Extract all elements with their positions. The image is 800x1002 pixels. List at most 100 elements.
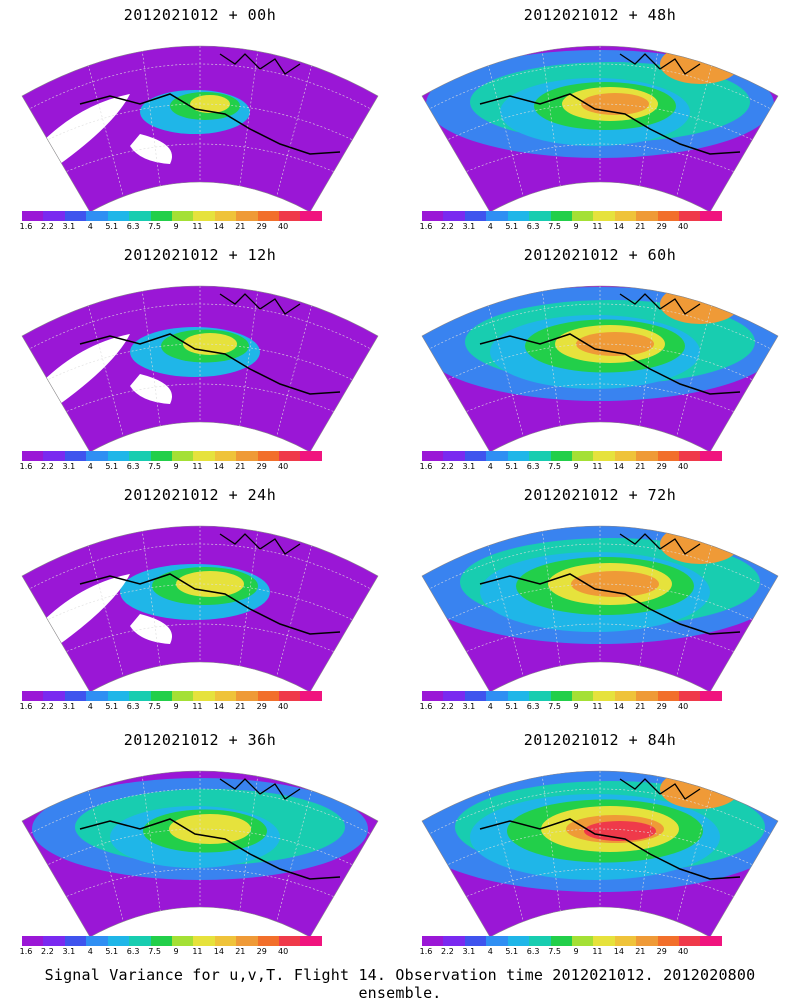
colorbar-swatch [443,211,465,221]
colorbar-swatch [43,451,65,461]
colorbar-swatch [64,936,87,946]
colorbar-tick-label: 5.1 [105,702,119,711]
colorbar-tick-label: 3.1 [462,947,476,956]
colorbar-tick-label: 3.1 [462,702,476,711]
graticule-line [671,286,721,452]
colorbar-tick-label: 6.3 [526,702,540,711]
colorbar-tick-label: 21 [635,702,646,711]
colorbar-tick-label: 5.1 [105,222,119,231]
colorbar-tick-label: 2.2 [41,947,54,956]
colorbar-tick-label: 1.6 [19,222,33,231]
colorbar-tick-label: 5.1 [505,702,519,711]
colorbar-swatch [593,211,615,221]
colorbar-tick-label: 5.1 [505,947,519,956]
colorbar-tick-label: 5.1 [505,222,519,231]
panel-60h: 2012021012 + 60h 1.6 2.2 3.1 4 5.1 6.3 7.5 9 11 1… [420,240,780,475]
colorbar-tick-label: 6.3 [526,947,540,956]
colorbar-swatch [257,451,280,461]
sector-outline [21,525,379,693]
colorbar-tick-label: 29 [656,947,667,956]
coastline [219,778,301,800]
panel-title: 2012021012 + 00h [123,6,277,24]
colorbar-swatch [279,691,301,701]
colorbar-swatch [486,691,508,701]
colorbar: 1.6 2.2 3.1 4 5.1 6.3 7.5 9 11 14 21 29 40 [419,936,722,958]
colorbar-swatch [614,211,637,221]
sector-outline [421,525,779,693]
colorbar-swatch [529,691,551,701]
colorbar-swatch [700,451,722,461]
colorbar-swatches [22,211,322,221]
colorbar-tick-label: 4 [487,947,493,956]
colorbar-tick-label: 4 [87,462,93,471]
colorbar-swatch [593,936,615,946]
colorbar: 1.6 2.2 3.1 4 5.1 6.3 7.5 9 11 14 21 29 40 [20,936,322,958]
field-contour [169,814,251,844]
colorbar-swatch [571,211,594,221]
colorbar-swatch [636,691,658,701]
sector-outline [21,45,379,213]
colorbar-swatch [236,936,258,946]
colorbar-tick-label: 2.2 [41,222,54,231]
colorbar-swatch [486,451,508,461]
colorbar-swatch [571,691,594,701]
colorbar-swatch [43,211,65,221]
colorbar-swatch [129,451,151,461]
panel-title: 2012021012 + 36h [123,731,277,749]
missing-data-area [40,574,130,644]
colorbar-swatches [422,691,722,701]
colorbar-swatch [657,691,680,701]
field-contour [176,571,244,597]
colorbar-swatch [22,211,44,221]
sector-map [21,45,379,213]
colorbar-swatch [507,211,530,221]
colorbar-swatch [279,211,301,221]
colorbar-swatch [422,936,444,946]
coastline [79,818,341,880]
coastline [219,53,301,75]
colorbar-swatch [22,691,44,701]
sector-map [421,285,779,453]
colorbar-tick-label: 2.2 [441,702,454,711]
colorbar-swatch [193,211,215,221]
colorbar-tick-label: 21 [235,462,246,471]
panel-72h: 2012021012 + 72h 1.6 2.2 3.1 4 5.1 6.3 7.5 9 11 1… [420,480,780,715]
colorbar-tick-label: 40 [278,462,289,471]
graticule-line [79,526,129,692]
colorbar-tick-label: 29 [656,222,667,231]
colorbar-tick-label: 14 [213,702,224,711]
colorbar-tick-label: 3.1 [62,222,76,231]
coastline [619,53,701,75]
coastline [219,533,301,555]
colorbar-tick-label: 1.6 [419,947,433,956]
colorbar-tick-label: 11 [192,702,203,711]
colorbar-swatch [657,451,680,461]
colorbar-swatch [700,936,722,946]
sector-map [21,285,379,453]
colorbar-tick-label: 21 [635,462,646,471]
field-contour [576,332,654,356]
coastline [619,778,701,800]
colorbar-tick-label: 29 [256,222,267,231]
colorbar-tick-label: 5.1 [105,462,119,471]
sector-outline [421,45,779,213]
colorbar-tick-label: 7.5 [548,222,561,231]
colorbar-swatch [193,451,215,461]
coastline [479,818,741,880]
panel-36h: 2012021012 + 36h 1.6 2.2 3.1 4 5.1 6.3 7.5 9 11 1… [20,725,380,960]
graticule-line [271,46,321,212]
colorbar-swatch [679,451,701,461]
colorbar-swatch [214,936,237,946]
colorbar-swatch [571,936,594,946]
colorbar-swatch [257,691,280,701]
colorbar-swatch [550,451,572,461]
colorbar-tick-label: 29 [256,462,267,471]
colorbar-tick-label: 2.2 [441,947,454,956]
graticule-line [79,46,129,212]
colorbar-swatch [657,936,680,946]
missing-data-area [130,134,172,164]
colorbar-swatch [614,936,637,946]
colorbar-swatch [129,691,151,701]
colorbar-swatch [64,211,87,221]
coastline [619,533,701,555]
